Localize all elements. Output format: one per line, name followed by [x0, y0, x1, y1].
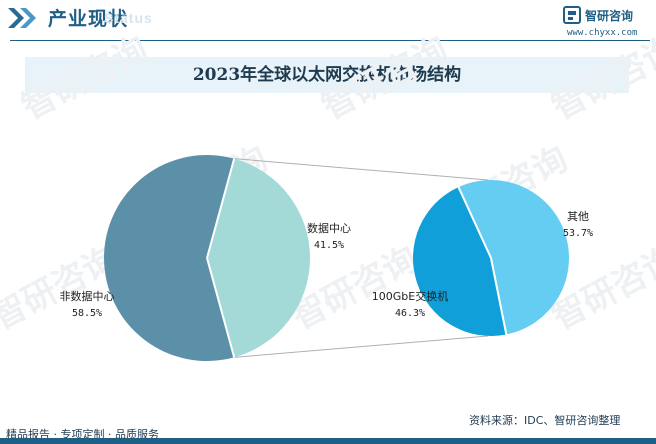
brand-logo-icon	[563, 6, 581, 24]
watermark-text: 智研咨询	[545, 29, 656, 128]
slice-separator	[490, 257, 508, 335]
slice-other	[458, 179, 570, 335]
source-note: 资料来源：IDC、智研咨询整理	[469, 414, 621, 427]
double-chevron-icon	[8, 8, 36, 28]
section-title: 产业现状	[48, 8, 129, 30]
other-label: 其他	[567, 210, 589, 223]
header-divider	[10, 40, 650, 41]
data-center-value: 41.5%	[314, 240, 344, 251]
slice-non-data-center	[104, 154, 235, 361]
main-pie	[104, 154, 311, 361]
watermark-text: 智研咨询	[15, 29, 154, 128]
non-data-center-label: 非数据中心	[60, 289, 115, 303]
connector-lines	[234, 158, 489, 358]
other-value: 53.7%	[563, 228, 593, 239]
100gbe-switch-label: 100GbE交换机	[372, 289, 448, 303]
section-watermark: Status	[104, 10, 153, 26]
chart-title: 2023年全球以太网交换机市场结构	[192, 65, 462, 85]
brand-name: 智研咨询	[585, 9, 634, 23]
watermark-text: 智研咨询	[315, 29, 454, 128]
chart-title-bar: 2023年全球以太网交换机市场结构	[25, 57, 629, 93]
brand-url: www.chyxx.com	[567, 28, 638, 38]
slice-separator	[206, 158, 236, 259]
footer-bar	[0, 438, 656, 444]
slice-separator	[206, 257, 236, 358]
connector-top	[234, 158, 489, 181]
data-center-label: 数据中心	[307, 221, 351, 235]
slice-separator	[457, 186, 492, 259]
slice-labels: 非数据中心 58.5% 数据中心 41.5% 其他 53.7% 100GbE交换机 46.3%	[60, 210, 594, 319]
100gbe-switch-value: 46.3%	[395, 308, 425, 319]
connector-bottom	[234, 335, 489, 358]
slice-data-center	[207, 158, 311, 358]
footer-slogan: 精品报告 · 专项定制 · 品质服务	[6, 428, 159, 441]
non-data-center-value: 58.5%	[72, 308, 102, 319]
header: 产业现状 Status 智研咨询 www.chyxx.com	[0, 0, 656, 42]
sub-pie	[413, 179, 570, 336]
slice-100gbe-switch	[413, 187, 507, 336]
